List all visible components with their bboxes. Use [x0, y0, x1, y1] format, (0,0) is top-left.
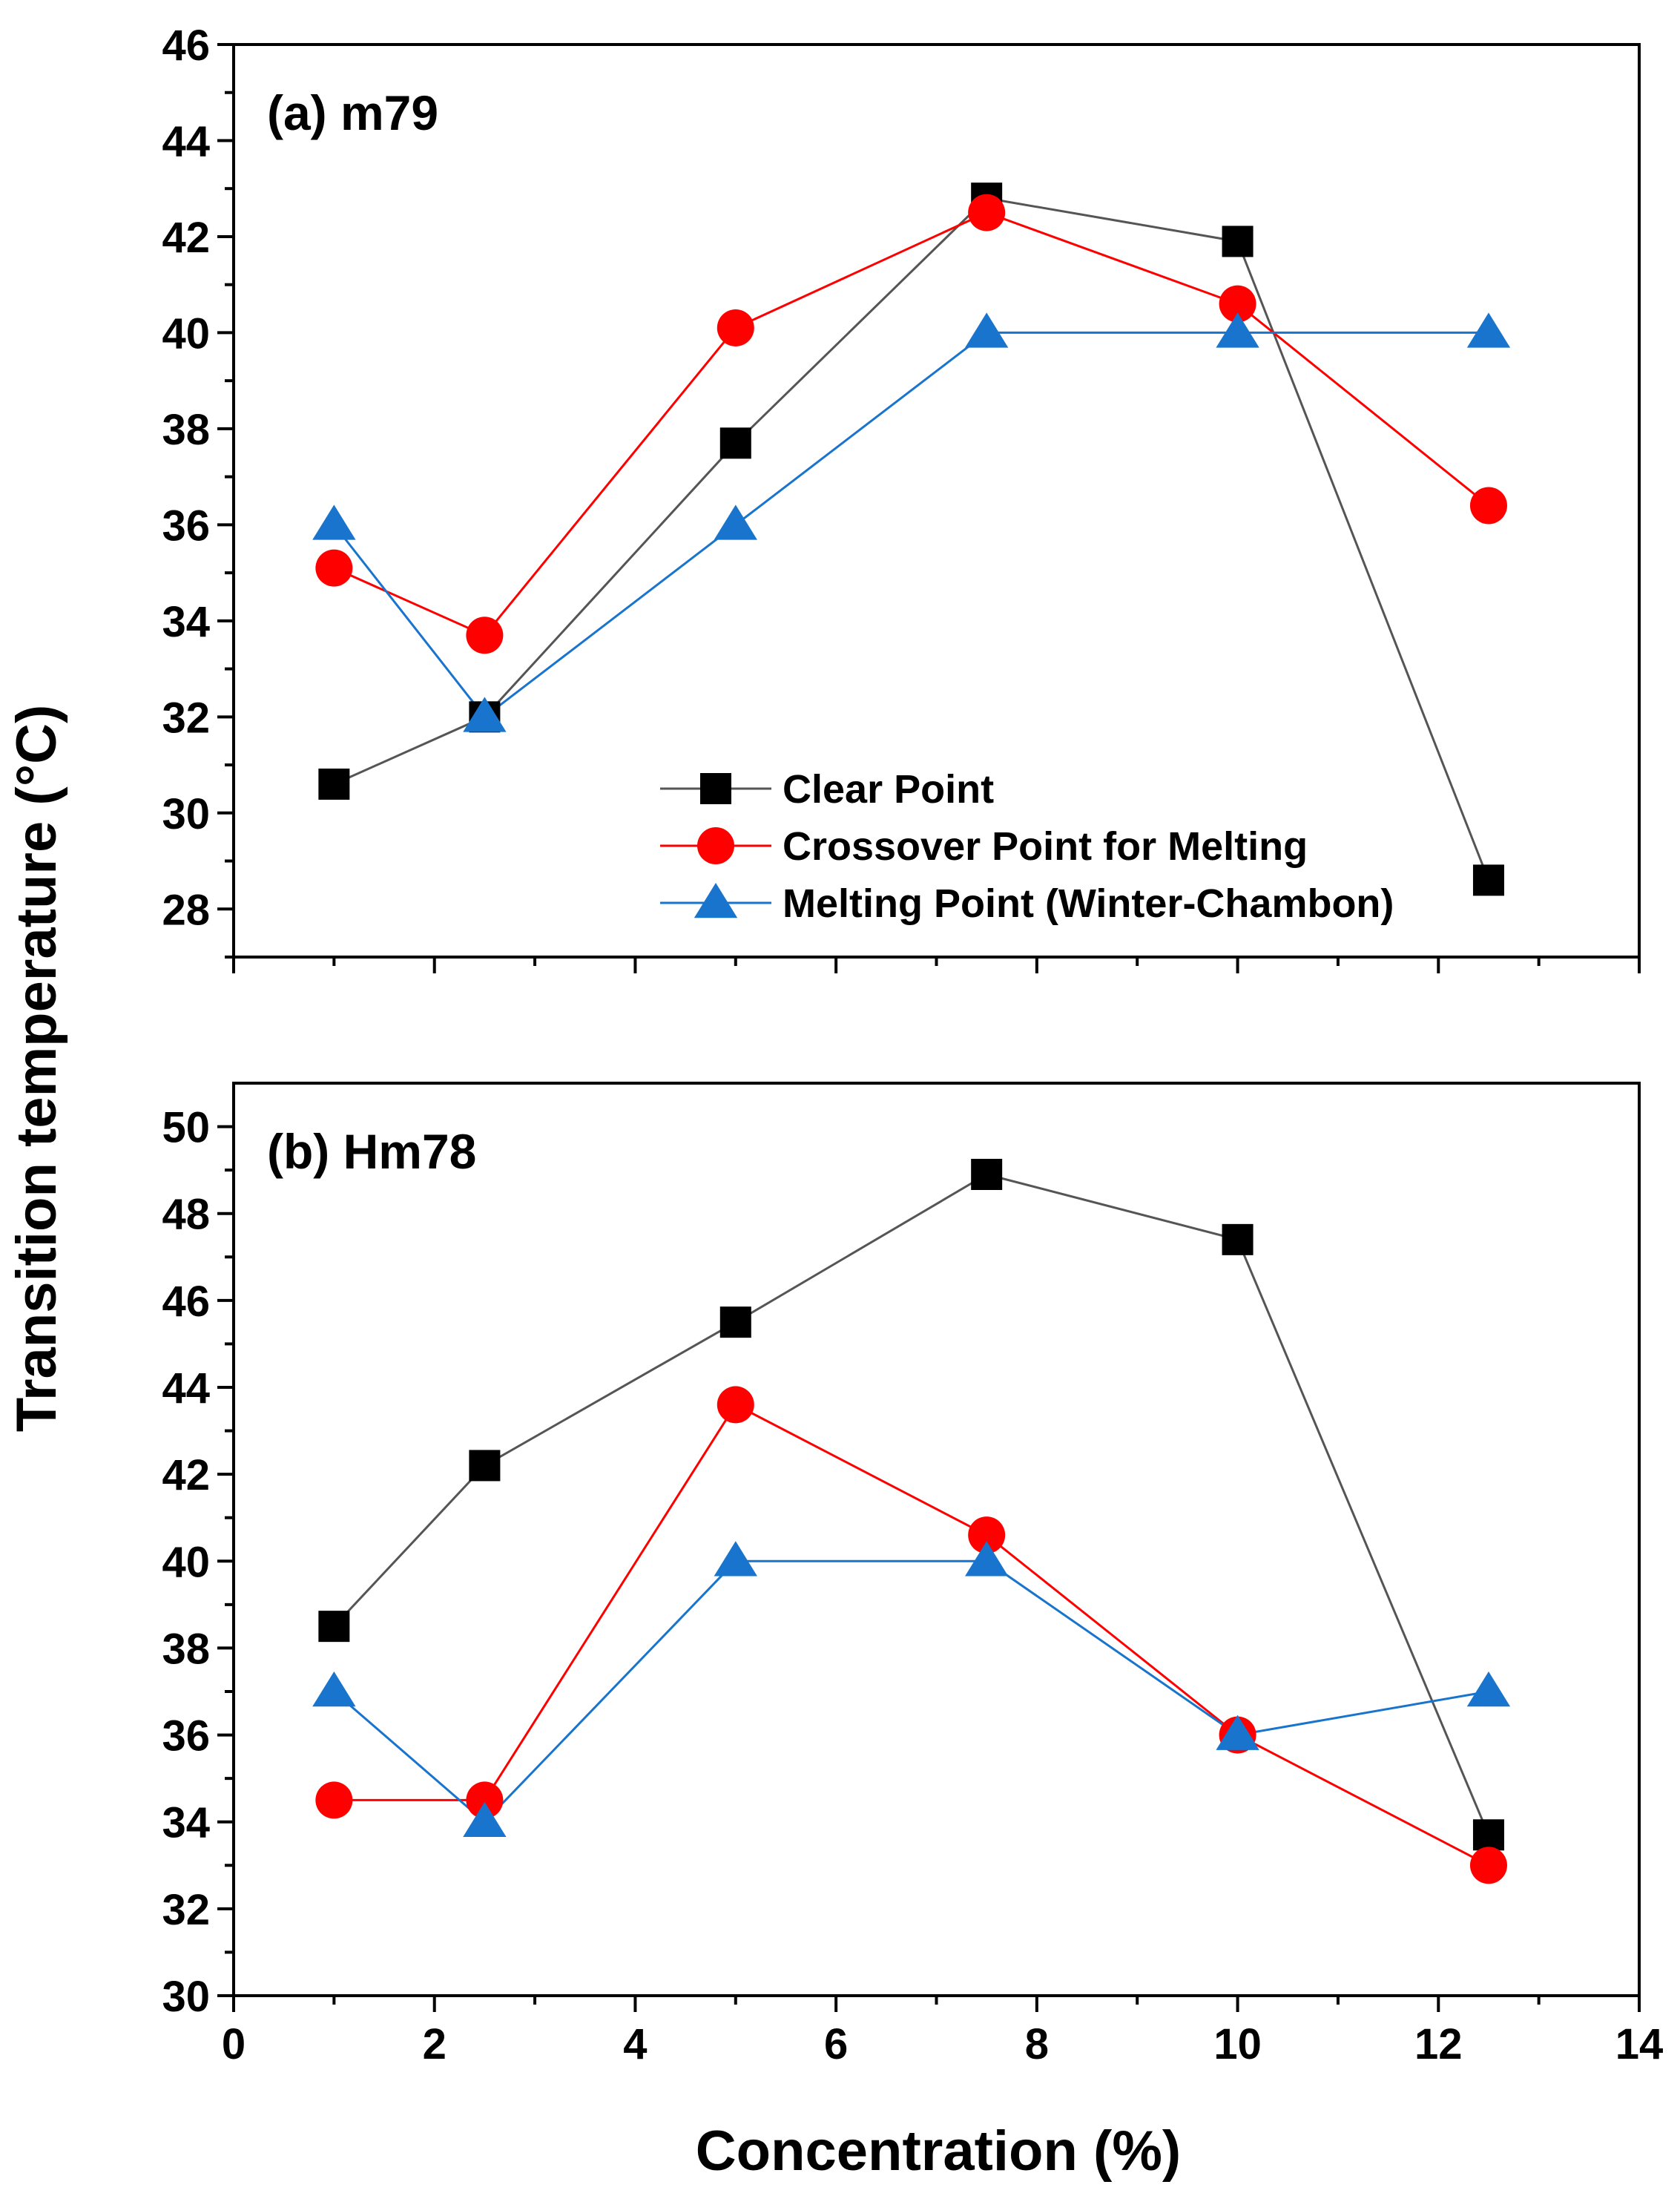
y-tick-label-a: 40: [162, 309, 210, 358]
panel-label-a: (a) m79: [267, 85, 438, 140]
y-tick-label-a: 34: [162, 598, 210, 646]
data-point-melting-a: [463, 697, 507, 732]
x-tick-label: 10: [1213, 2020, 1262, 2068]
y-tick-label-b: 36: [162, 1712, 210, 1761]
data-point-clear-point-b: [1472, 1819, 1504, 1851]
legend-marker-melting: [694, 883, 738, 918]
data-point-melting-b: [312, 1671, 356, 1707]
y-tick-label-b: 42: [162, 1451, 210, 1499]
data-point-clear-point-b: [318, 1611, 350, 1643]
data-point-crossover-b: [717, 1386, 754, 1424]
x-axis-label: Concentration (%): [696, 2120, 1181, 2183]
x-tick-label: 4: [623, 2020, 647, 2068]
y-tick-label-b: 44: [162, 1364, 210, 1413]
data-point-melting-a: [965, 312, 1009, 348]
plot-frame-b: [232, 1082, 1641, 1997]
series-line-melting-b: [333, 1559, 1489, 1824]
data-point-clear-point-a: [1222, 226, 1254, 257]
y-tick-label-a: 28: [162, 886, 210, 934]
series-line-crossover-b: [334, 1403, 1489, 1867]
data-point-clear-point-b: [971, 1159, 1003, 1190]
y-tick-label-b: 46: [162, 1278, 210, 1326]
data-point-crossover-b: [968, 1516, 1006, 1554]
y-tick-label-b: 40: [162, 1538, 210, 1586]
y-tick-label-a: 38: [162, 406, 210, 454]
x-tick-label: 2: [423, 2020, 447, 2068]
data-point-clear-point-b: [469, 1450, 501, 1482]
data-point-clear-point-b: [1222, 1223, 1254, 1255]
y-axis-label: Transition temperature (°C): [5, 705, 68, 1433]
series-line-melting-a: [333, 331, 1489, 719]
data-point-crossover-b: [1469, 1847, 1507, 1884]
y-tick-label-a: 44: [162, 117, 210, 165]
legend-marker-crossover: [697, 827, 734, 864]
data-point-melting-a: [1466, 312, 1511, 348]
data-point-melting-b: [463, 1801, 507, 1837]
series-line-crossover-a: [333, 211, 1489, 637]
x-tick-label: 6: [824, 2020, 848, 2068]
y-tick-label-b: 38: [162, 1625, 210, 1673]
data-point-clear-point-a: [1472, 864, 1504, 896]
data-point-clear-point-a: [318, 768, 350, 800]
data-point-crossover-b: [466, 1781, 504, 1819]
data-point-melting-a: [1216, 312, 1259, 348]
legend-label-crossover: Crossover Point for Melting: [783, 824, 1308, 869]
y-tick-label-a: 46: [162, 22, 210, 70]
legend-label-clear-point: Clear Point: [783, 767, 994, 812]
data-point-melting-b: [714, 1541, 757, 1577]
data-point-crossover-a: [717, 309, 754, 346]
y-tick-label-b: 48: [162, 1191, 210, 1239]
legend-marker-clear-point: [700, 773, 731, 804]
y-tick-label-a: 42: [162, 214, 210, 262]
data-point-crossover-a: [466, 617, 504, 654]
panel-a: 28 30 32 34 36 38 40 42 44 46 (a) m79 Clear Point Cr…: [162, 22, 1641, 973]
y-tick-label-b: 34: [162, 1799, 210, 1847]
data-point-melting-b: [1466, 1671, 1511, 1707]
series-line-clear-point-a: [333, 197, 1490, 881]
x-tick-label: 14: [1615, 2020, 1664, 2068]
panel-label-b: (b) Hm78: [267, 1124, 476, 1179]
data-point-crossover-a: [1469, 487, 1507, 525]
legend-label-melting: Melting Point (Winter-Chambon): [783, 881, 1394, 926]
data-point-crossover-a: [968, 194, 1006, 231]
plot-frame-a: [232, 43, 1641, 959]
y-tick-label-a: 30: [162, 790, 210, 838]
data-point-melting-a: [312, 504, 356, 540]
series-line-clear-point-b: [333, 1173, 1490, 1835]
y-tick-label-b: 50: [162, 1104, 210, 1152]
y-tick-label-a: 36: [162, 502, 210, 550]
data-point-clear-point-b: [719, 1306, 751, 1338]
x-tick-label: 8: [1025, 2020, 1049, 2068]
data-point-crossover-a: [315, 549, 353, 587]
data-point-melting-b: [965, 1541, 1009, 1577]
y-tick-label-a: 32: [162, 694, 210, 742]
data-point-melting-a: [714, 504, 757, 540]
x-tick-label: 12: [1414, 2020, 1463, 2068]
data-point-clear-point-a: [719, 427, 751, 459]
data-point-crossover-b: [315, 1781, 353, 1819]
x-tick-label: 0: [222, 2020, 246, 2068]
y-tick-label-b: 30: [162, 1973, 210, 2021]
data-point-crossover-a: [1219, 285, 1256, 323]
data-point-melting-b: [1216, 1715, 1259, 1750]
y-tick-label-b: 32: [162, 1886, 210, 1934]
